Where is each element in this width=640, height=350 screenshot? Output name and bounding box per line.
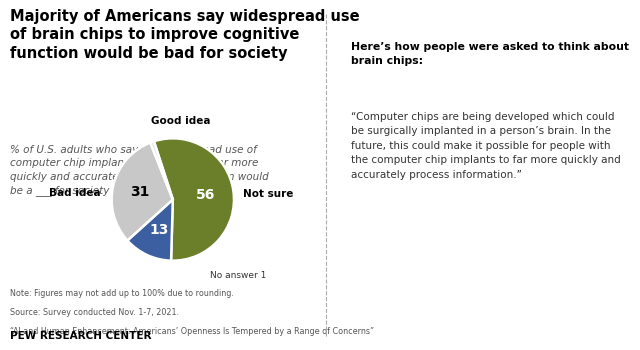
Wedge shape: [154, 138, 234, 261]
Text: Majority of Americans say widespread use
of brain chips to improve cognitive
fun: Majority of Americans say widespread use…: [10, 9, 360, 61]
Text: Source: Survey conducted Nov. 1-7, 2021.: Source: Survey conducted Nov. 1-7, 2021.: [10, 308, 179, 317]
Text: PEW RESEARCH CENTER: PEW RESEARCH CENTER: [10, 331, 151, 341]
Text: “AI and Human Enhancement: Americans’ Openness Is Tempered by a Range of Concern: “AI and Human Enhancement: Americans’ Op…: [10, 327, 374, 336]
Wedge shape: [127, 199, 173, 261]
Text: % of U.S. adults who say the widespread use of
computer chip implants in the bra: % of U.S. adults who say the widespread …: [10, 145, 269, 196]
Text: Here’s how people were asked to think about
brain chips:: Here’s how people were asked to think ab…: [351, 42, 629, 65]
Text: “Computer chips are being developed which could
be surgically implanted in a per: “Computer chips are being developed whic…: [351, 112, 621, 180]
Wedge shape: [150, 141, 173, 199]
Text: 13: 13: [149, 223, 168, 237]
Text: 31: 31: [131, 185, 150, 199]
Text: Good idea: Good idea: [151, 116, 211, 126]
Wedge shape: [111, 142, 173, 240]
Text: Note: Figures may not add up to 100% due to rounding.: Note: Figures may not add up to 100% due…: [10, 289, 234, 298]
Text: Bad idea: Bad idea: [49, 188, 100, 198]
Text: Not sure: Not sure: [243, 189, 293, 200]
Text: No answer 1: No answer 1: [210, 271, 266, 280]
Text: 56: 56: [196, 188, 216, 202]
